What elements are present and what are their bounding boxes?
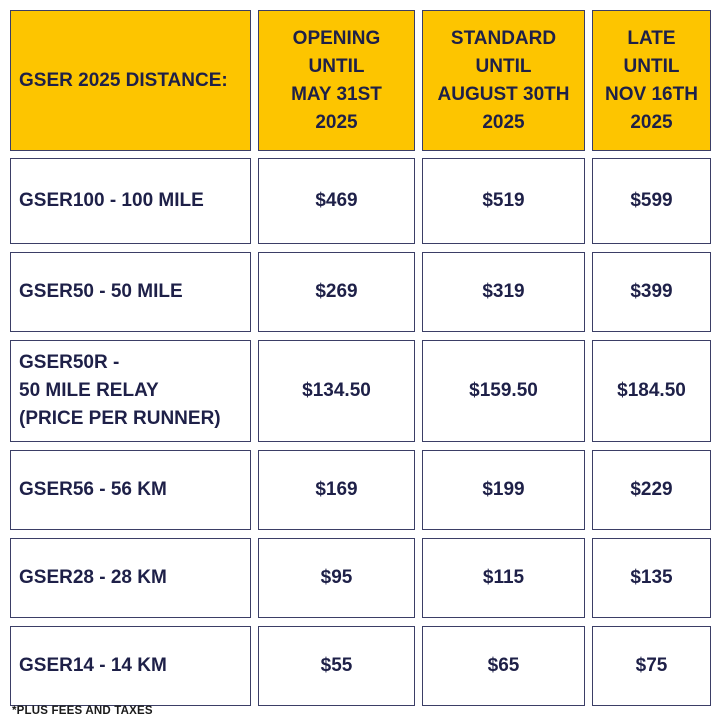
price-value: $599 [630, 190, 673, 211]
header-opening-label: OPENING UNTIL MAY 31ST 2025 [291, 27, 382, 133]
price-value: $269 [315, 281, 358, 302]
price-cell-opening: $55 [258, 626, 415, 706]
header-standard-label: STANDARD UNTIL AUGUST 30TH 2025 [437, 27, 570, 133]
header-standard-cell: STANDARD UNTIL AUGUST 30TH 2025 [422, 10, 585, 151]
header-distance-cell: GSER 2025 DISTANCE: [10, 10, 251, 151]
distance-label: GSER28 - 28 KM [19, 567, 167, 588]
price-value: $65 [487, 655, 520, 676]
price-cell-standard: $65 [422, 626, 585, 706]
price-cell-opening: $95 [258, 538, 415, 618]
price-value: $75 [635, 655, 668, 676]
table-row-distance: GSER50R - 50 MILE RELAY (PRICE PER RUNNE… [10, 340, 251, 442]
price-value: $469 [315, 190, 358, 211]
price-cell-opening: $134.50 [258, 340, 415, 442]
distance-label: GSER50R - 50 MILE RELAY (PRICE PER RUNNE… [19, 352, 221, 429]
table-row-distance: GSER56 - 56 KM [10, 450, 251, 530]
price-cell-late: $75 [592, 626, 711, 706]
price-cell-late: $135 [592, 538, 711, 618]
price-cell-standard: $159.50 [422, 340, 585, 442]
footnote: *PLUS FEES AND TAXES [12, 705, 153, 717]
header-late-label: LATE UNTIL NOV 16TH 2025 [605, 27, 698, 133]
table-row-distance: GSER100 - 100 MILE [10, 158, 251, 244]
price-value: $169 [315, 479, 358, 500]
price-cell-late: $184.50 [592, 340, 711, 442]
table-row-distance: GSER28 - 28 KM [10, 538, 251, 618]
price-value: $134.50 [302, 380, 371, 401]
price-value: $399 [630, 281, 673, 302]
price-cell-standard: $199 [422, 450, 585, 530]
distance-label: GSER50 - 50 MILE [19, 281, 183, 302]
price-cell-late: $599 [592, 158, 711, 244]
price-value: $55 [320, 655, 353, 676]
header-late-cell: LATE UNTIL NOV 16TH 2025 [592, 10, 711, 151]
price-value: $95 [320, 567, 353, 588]
price-cell-opening: $169 [258, 450, 415, 530]
price-value: $159.50 [469, 380, 538, 401]
price-value: $519 [482, 190, 525, 211]
price-cell-standard: $319 [422, 252, 585, 332]
price-value: $199 [482, 479, 525, 500]
header-opening-cell: OPENING UNTIL MAY 31ST 2025 [258, 10, 415, 151]
price-value: $135 [630, 567, 673, 588]
header-distance-label: GSER 2025 DISTANCE: [19, 69, 228, 91]
table-row-distance: GSER14 - 14 KM [10, 626, 251, 706]
price-cell-late: $229 [592, 450, 711, 530]
table-row-distance: GSER50 - 50 MILE [10, 252, 251, 332]
price-cell-late: $399 [592, 252, 711, 332]
price-cell-opening: $269 [258, 252, 415, 332]
price-value: $184.50 [617, 380, 686, 401]
price-cell-opening: $469 [258, 158, 415, 244]
distance-label: GSER14 - 14 KM [19, 655, 167, 676]
price-cell-standard: $519 [422, 158, 585, 244]
distance-label: GSER56 - 56 KM [19, 479, 167, 500]
price-value: $115 [482, 567, 525, 588]
distance-label: GSER100 - 100 MILE [19, 190, 204, 211]
price-value: $229 [630, 479, 673, 500]
price-cell-standard: $115 [422, 538, 585, 618]
price-value: $319 [482, 281, 525, 302]
